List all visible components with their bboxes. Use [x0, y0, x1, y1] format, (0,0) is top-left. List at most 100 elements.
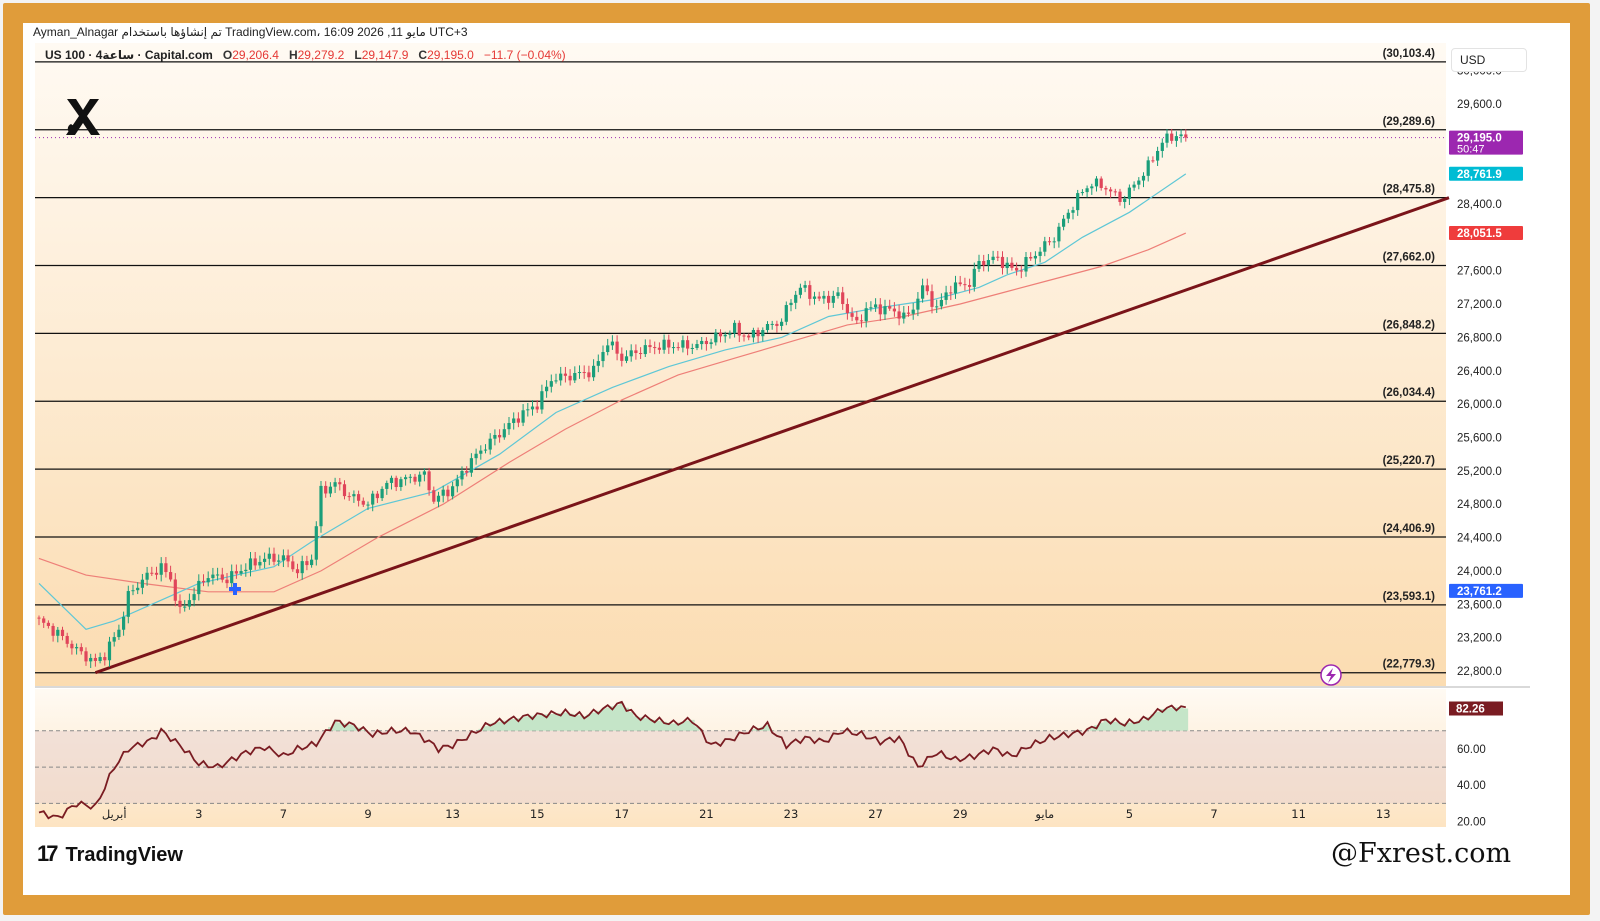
candle-body	[1019, 270, 1023, 272]
time-tick-label: 9	[364, 807, 371, 821]
candle-body	[300, 561, 304, 574]
fib-label: (25,220.7)	[1383, 455, 1436, 467]
currency-selector[interactable]: USD	[1451, 48, 1527, 72]
candle-body	[112, 637, 116, 642]
candle-body	[700, 340, 704, 345]
candle-body	[1132, 184, 1136, 188]
candle-body	[869, 307, 873, 309]
candle-body	[1033, 255, 1037, 259]
candle-body	[742, 335, 746, 337]
tradingview-icon: 17	[37, 841, 59, 866]
fib-label: (28,475.8)	[1383, 184, 1436, 196]
rsi-line	[38, 700, 1186, 820]
candle-body	[676, 347, 680, 349]
candle-body	[784, 305, 788, 322]
candle-body	[634, 350, 638, 354]
candle-body	[902, 312, 906, 319]
candle-body	[841, 292, 845, 305]
chart-credit: Ayman_Alnagar تم إنشاؤها باستخدام Tradin…	[33, 25, 468, 39]
candle-body	[107, 641, 112, 661]
candle-body	[380, 488, 384, 499]
candle-body	[460, 471, 464, 480]
fib-label: (22,779.3)	[1383, 659, 1436, 671]
candle-body	[751, 330, 755, 338]
ema-fast-path	[38, 173, 1187, 630]
candle-body	[977, 260, 981, 269]
candle-body	[686, 340, 690, 349]
candle-body	[1010, 262, 1014, 268]
candle-body	[944, 292, 948, 300]
rsi-tick-label: 40.00	[1457, 780, 1486, 792]
candle-body	[808, 285, 812, 299]
candle-body	[98, 657, 102, 661]
tradingview-logo[interactable]: 17 TradingView	[37, 841, 183, 867]
candle-body	[822, 295, 826, 299]
candle-body	[404, 477, 408, 480]
trendline[interactable]	[94, 196, 1450, 675]
price-tick-label: 24,400.0	[1457, 533, 1502, 545]
candle-body	[1076, 193, 1080, 211]
candle-body	[164, 563, 168, 573]
candle-body	[248, 558, 253, 570]
candle-body	[1141, 175, 1146, 181]
fib-label: (29,289.6)	[1383, 116, 1436, 128]
candle-body	[295, 569, 300, 574]
candle-body	[427, 471, 431, 491]
candle-body	[1146, 160, 1150, 176]
price-plot-bg	[35, 43, 1446, 686]
candle-body	[371, 493, 375, 505]
candle-body	[277, 560, 281, 562]
candle-body	[624, 356, 629, 361]
candle-body	[1066, 212, 1070, 219]
price-tick-label: 24,000.0	[1457, 566, 1502, 578]
candle-body	[314, 526, 318, 560]
candle-body	[657, 347, 661, 350]
candle-body	[244, 569, 248, 572]
candle-body	[775, 323, 779, 326]
candle-body	[963, 284, 967, 286]
candle-body	[56, 629, 60, 636]
candle-body	[159, 563, 163, 575]
candle-body	[733, 322, 737, 334]
candle-body	[512, 418, 516, 423]
candle-body	[357, 494, 361, 501]
candle-body	[1057, 226, 1061, 242]
candle-body	[89, 657, 93, 662]
time-axis: أبريل 3 7 9 13 15 17 21 23 27 29 مايو 5 7 11 13	[102, 806, 1391, 822]
candle-body	[662, 339, 666, 350]
price-tick-label: 25,600.0	[1457, 432, 1502, 444]
candle-body	[747, 335, 751, 338]
time-tick-label: 7	[1210, 807, 1217, 821]
cross-marker-icon[interactable]	[229, 583, 241, 595]
candle-body	[70, 643, 74, 649]
rsi-pane: 60.00 40.00 20.00 82.26	[35, 700, 1503, 829]
candle-body	[51, 625, 55, 636]
candle-body	[864, 308, 868, 322]
candle-body	[780, 321, 784, 326]
candle-body	[897, 311, 901, 319]
candle-body	[178, 600, 182, 607]
price-badge	[1449, 130, 1523, 155]
candle-body	[765, 324, 770, 331]
rsi-band	[35, 730, 1446, 804]
symbol-label[interactable]: US 100 · 4ساعة · Capital.com	[45, 48, 213, 62]
candle-body	[667, 339, 671, 348]
candle-body	[845, 304, 849, 314]
price-chart[interactable]: (30,103.4) (29,289.6) (28,475.8) (27,662.0)…	[23, 23, 1570, 895]
candle-body	[65, 635, 69, 644]
candle-body	[201, 580, 206, 583]
candle-body	[540, 391, 544, 410]
price-badge-value: 23,761.2	[1457, 586, 1502, 598]
candle-body	[535, 406, 539, 410]
time-tick-label: 13	[1376, 807, 1391, 821]
ema-slow-path	[38, 232, 1187, 593]
candle-body	[366, 504, 370, 506]
candle-body	[145, 572, 149, 580]
candle-body	[488, 438, 492, 450]
lightning-icon[interactable]	[1320, 664, 1342, 686]
time-tick-label: 11	[1291, 807, 1306, 821]
candle-body	[568, 375, 572, 381]
price-tick-label: 26,000.0	[1457, 399, 1502, 411]
candle-body	[216, 574, 220, 576]
candle-body	[79, 647, 83, 652]
